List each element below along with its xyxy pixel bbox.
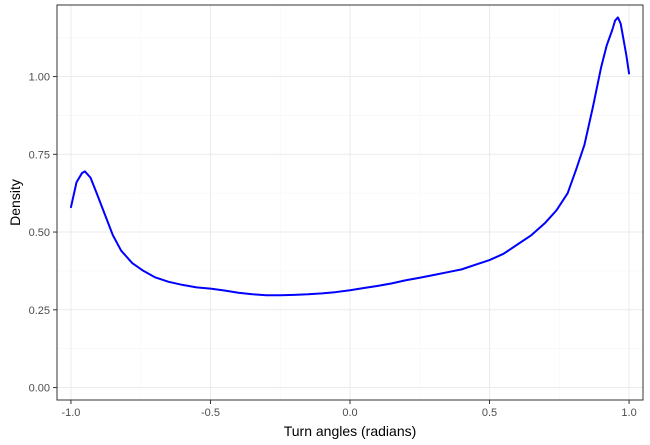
x-tick-label: 0.5 [482, 407, 497, 419]
x-axis-ticks: -1.0 -0.5 0.0 0.5 1.0 [61, 400, 637, 419]
y-tick-label: 1.00 [29, 72, 50, 84]
y-tick-label: 0.00 [29, 383, 50, 395]
y-tick-label: 0.75 [29, 149, 50, 161]
y-axis-ticks: 0.00 0.25 0.50 0.75 1.00 [29, 72, 57, 395]
x-tick-label: 0.0 [342, 407, 357, 419]
y-tick-label: 0.50 [29, 227, 50, 239]
x-tick-label: -1.0 [61, 407, 80, 419]
y-tick-label: 0.25 [29, 305, 50, 317]
y-axis-title: Density [7, 179, 23, 226]
x-axis-title: Turn angles (radians) [284, 423, 417, 439]
x-tick-label: -0.5 [201, 407, 220, 419]
density-curve [69, 16, 631, 297]
x-tick-label: 1.0 [621, 407, 636, 419]
major-gridlines [57, 5, 643, 400]
